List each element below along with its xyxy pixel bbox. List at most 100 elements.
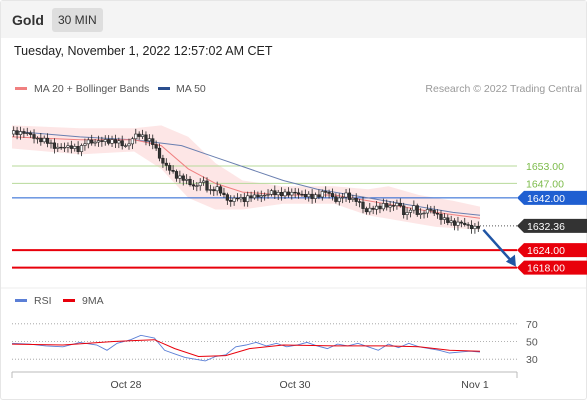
- candle-body: [83, 143, 87, 146]
- level-label: 1642.00: [527, 193, 565, 205]
- candle-body: [35, 137, 40, 140]
- candle-body: [280, 192, 284, 197]
- candle-body: [191, 184, 196, 187]
- x-tick-label: Oct 30: [280, 379, 311, 391]
- candle-body: [124, 145, 128, 147]
- candle-body: [385, 203, 389, 208]
- candle-body: [140, 134, 145, 137]
- candle-body: [79, 145, 84, 152]
- candle-body: [402, 205, 406, 215]
- price-panel: 1653.00 1647.00 1642.00 1632.36 1624.00 1618.…: [11, 125, 587, 275]
- candle-body: [232, 197, 236, 202]
- rsi-tick-label: 50: [526, 337, 538, 349]
- timeframe-badge[interactable]: 30 MIN: [52, 8, 103, 32]
- candle-body: [239, 197, 243, 200]
- ma50-legend-label: MA 50: [176, 83, 206, 95]
- candle-body: [103, 139, 107, 142]
- candle-body: [293, 191, 297, 194]
- ma20-legend-label: MA 20 + Bollinger Bands: [34, 83, 149, 95]
- candle-body: [432, 210, 436, 214]
- candle-body: [334, 196, 338, 202]
- candle-body: [212, 189, 216, 192]
- candle-body: [235, 197, 240, 200]
- candle-body: [90, 139, 94, 144]
- candle-body: [52, 142, 56, 149]
- rsi-ma-line: [11, 339, 481, 358]
- candle-body: [137, 133, 141, 137]
- candle-body: [62, 146, 67, 149]
- candle-body: [415, 205, 419, 215]
- candle-body: [313, 194, 318, 199]
- candle-body: [276, 192, 280, 196]
- pivot-level-tag: [517, 190, 587, 205]
- candle-body: [456, 221, 460, 226]
- candle-body: [229, 200, 233, 202]
- candle-body: [452, 220, 457, 226]
- rsi-tick-label: 70: [526, 319, 538, 331]
- candle-body: [151, 138, 155, 145]
- candle-body: [436, 212, 440, 215]
- candle-body: [218, 186, 223, 194]
- candle-body: [307, 193, 311, 198]
- candle-body: [154, 144, 158, 149]
- x-tick-label: Oct 28: [111, 379, 142, 391]
- forecast-arrow-shaft: [482, 229, 513, 263]
- candle-body: [286, 191, 290, 196]
- candle-body: [310, 193, 314, 199]
- candle-body: [208, 189, 212, 191]
- candle-body: [93, 141, 97, 144]
- candle-body: [178, 175, 182, 179]
- timestamp: Tuesday, November 1, 2022 12:57:02 AM CE…: [14, 44, 273, 58]
- candle-body: [12, 130, 16, 135]
- candle-body: [425, 209, 430, 214]
- rsi-ma-legend-label: 9MA: [82, 295, 104, 307]
- bollinger-band-area: [12, 125, 480, 230]
- ma50-legend-swatch: [158, 87, 170, 90]
- candle-body: [358, 201, 362, 203]
- candle-body: [202, 180, 206, 183]
- candle-body: [256, 194, 260, 198]
- candle-body: [283, 191, 287, 197]
- candle-body: [422, 212, 426, 215]
- candle-body: [225, 194, 229, 201]
- candle-body: [181, 175, 185, 181]
- forecast-arrow-head: [505, 254, 516, 267]
- rsi-panel: 70 50 30: [11, 319, 538, 366]
- candle-body: [161, 157, 165, 164]
- level-label: 1647.00: [526, 178, 564, 190]
- candle-body: [337, 197, 341, 202]
- instrument-symbol: Gold: [12, 12, 44, 28]
- candle-body: [205, 180, 209, 191]
- candle-body: [364, 208, 368, 213]
- candle-body: [100, 140, 104, 142]
- research-credit: Research © 2022 Trading Central: [425, 83, 582, 95]
- candle-body: [249, 195, 253, 199]
- candle-body: [157, 147, 162, 159]
- candle-body: [147, 138, 151, 142]
- candle-body: [442, 217, 446, 220]
- candle-body: [290, 191, 294, 196]
- candle-body: [320, 191, 324, 198]
- candle-body: [449, 220, 453, 223]
- candle-body: [86, 139, 90, 145]
- candle-body: [164, 162, 168, 166]
- candle-body: [144, 134, 148, 142]
- candle-body: [473, 225, 477, 229]
- candle-body: [378, 205, 382, 210]
- candle-body: [188, 178, 192, 186]
- candle-body: [469, 224, 474, 229]
- level-label: 1632.36: [527, 221, 565, 233]
- candle-body: [32, 134, 36, 139]
- candle-body: [419, 213, 423, 215]
- candle-body: [134, 133, 138, 140]
- support-level-tag: [517, 260, 587, 275]
- candle-body: [398, 202, 402, 207]
- candle-body: [317, 194, 321, 198]
- candle-body: [446, 217, 450, 223]
- candle-body: [69, 145, 73, 149]
- candle-body: [56, 146, 60, 149]
- candle-body: [463, 222, 467, 225]
- candle-body: [49, 142, 53, 144]
- candle-body: [66, 145, 70, 148]
- candle-body: [198, 182, 202, 187]
